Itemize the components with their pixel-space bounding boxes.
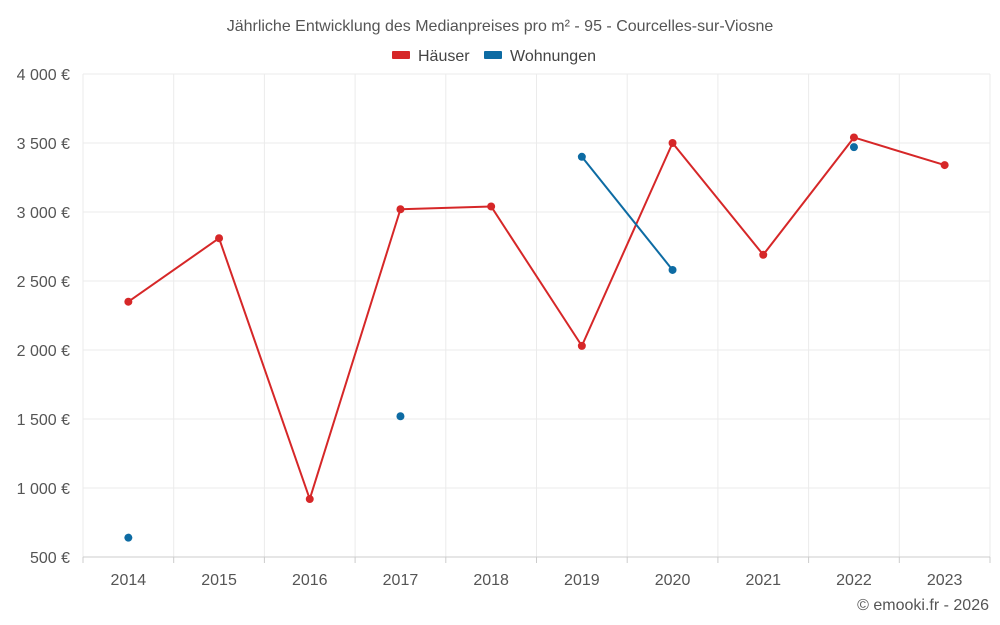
y-tick-label: 500 € <box>30 550 70 567</box>
data-point-haeuser[interactable] <box>577 341 586 350</box>
legend: Häuser Wohnungen <box>392 48 596 65</box>
y-tick-label: 2 500 € <box>17 274 70 291</box>
series-haeuser <box>124 133 949 504</box>
y-axis-ticks: 500 € 1 000 € 1 500 € 2 000 € 2 500 € 3 000 €… <box>17 67 70 567</box>
data-point-haeuser[interactable] <box>124 297 133 306</box>
x-tick-label: 2022 <box>836 572 872 589</box>
data-point-wohnungen[interactable] <box>396 412 405 421</box>
data-point-wohnungen[interactable] <box>124 533 133 542</box>
legend-item-haeuser[interactable]: Häuser <box>392 48 470 65</box>
x-tick-label: 2015 <box>201 572 237 589</box>
series <box>124 133 949 542</box>
data-point-haeuser[interactable] <box>849 133 858 142</box>
data-point-haeuser[interactable] <box>305 495 314 504</box>
y-tick-label: 4 000 € <box>17 67 70 84</box>
data-point-wohnungen[interactable] <box>577 152 586 161</box>
y-tick-label: 3 500 € <box>17 136 70 153</box>
data-point-wohnungen[interactable] <box>668 265 677 274</box>
legend-swatch-haeuser <box>392 51 410 59</box>
x-axis-ticks: 2014 2015 2016 2017 2018 2019 2020 2021 2022 2023 <box>111 572 963 589</box>
chart-title: Jährliche Entwicklung des Medianpreises … <box>227 18 774 35</box>
data-point-haeuser[interactable] <box>668 139 677 147</box>
data-point-haeuser[interactable] <box>940 161 949 170</box>
y-tick-label: 3 000 € <box>17 205 70 222</box>
data-point-haeuser[interactable] <box>487 202 496 211</box>
data-point-haeuser[interactable] <box>759 250 768 259</box>
data-point-haeuser[interactable] <box>396 205 405 214</box>
legend-swatch-wohnungen <box>484 51 502 59</box>
x-tick-label: 2016 <box>292 572 328 589</box>
credit-text: © emooki.fr - 2026 <box>857 597 989 614</box>
data-point-haeuser[interactable] <box>215 234 224 243</box>
legend-label-haeuser: Häuser <box>418 48 470 65</box>
legend-label-wohnungen: Wohnungen <box>510 48 596 65</box>
series-line-wohnungen <box>581 156 674 271</box>
x-tick-label: 2023 <box>927 572 963 589</box>
x-tick-label: 2018 <box>473 572 509 589</box>
data-point-wohnungen[interactable] <box>849 143 858 152</box>
series-line-haeuser <box>127 136 945 501</box>
x-tick-label: 2020 <box>655 572 691 589</box>
y-tick-label: 1 000 € <box>17 481 70 498</box>
y-tick-label: 1 500 € <box>17 412 70 429</box>
x-tick-label: 2017 <box>383 572 419 589</box>
y-tick-label: 2 000 € <box>17 343 70 360</box>
axes <box>82 556 991 563</box>
x-tick-label: 2014 <box>111 572 147 589</box>
x-tick-label: 2021 <box>745 572 781 589</box>
x-tick-label: 2019 <box>564 572 600 589</box>
legend-item-wohnungen[interactable]: Wohnungen <box>484 48 596 65</box>
gridlines <box>82 73 991 557</box>
series-wohnungen <box>124 143 858 542</box>
